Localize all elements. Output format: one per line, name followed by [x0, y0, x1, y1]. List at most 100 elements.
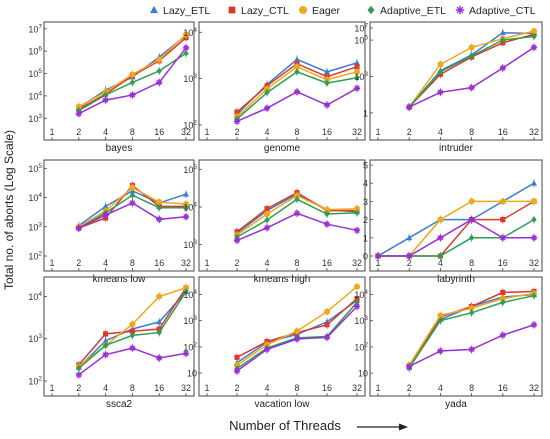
series-line — [378, 218, 534, 257]
y-tick-label: 102 — [28, 376, 42, 387]
subplot-vacation-low: 10 102 103 104 1 2 4 8 16 32 vacation low — [183, 276, 366, 410]
data-point — [468, 198, 475, 205]
y-tick-label: 104 — [183, 27, 197, 38]
data-point — [233, 367, 241, 375]
data-point — [500, 289, 506, 295]
data-point — [264, 89, 270, 96]
data-point — [156, 318, 163, 325]
data-point — [324, 79, 330, 87]
data-point — [102, 211, 109, 219]
data-point — [156, 293, 163, 300]
data-point — [353, 59, 361, 66]
data-point — [156, 329, 162, 336]
series-adaptive-ctl — [233, 209, 361, 245]
data-point — [75, 110, 82, 117]
data-point — [500, 217, 506, 223]
y-tick-label: 102 — [354, 341, 368, 352]
x-tick-label: 32 — [529, 258, 539, 268]
y-tick-label: 106 — [28, 46, 42, 57]
y-tick-label: 103 — [28, 333, 42, 344]
legend-label-lazy-etl: Lazy_ETL — [163, 5, 210, 17]
data-point — [263, 346, 271, 353]
y-tick-label: 107 — [28, 23, 42, 34]
legend-marker-adaptive-etl — [367, 5, 375, 15]
y-tick-label: 10 — [187, 369, 197, 379]
y-tick-label: 104 — [183, 201, 197, 212]
x-tick-label: 1 — [49, 383, 54, 393]
legend-label-lazy-ctl: Lazy_CTL — [241, 5, 289, 17]
series-adaptive-ctl — [233, 302, 361, 376]
data-point — [102, 342, 109, 349]
data-point — [353, 283, 361, 290]
y-tick-label: 102 — [183, 341, 197, 352]
y-tick-label: 102 — [183, 120, 197, 131]
y-tick-label: 104 — [183, 289, 197, 300]
data-point — [437, 317, 444, 324]
x-tick-label: 4 — [103, 383, 108, 393]
data-point — [129, 328, 135, 334]
data-point — [406, 103, 413, 111]
y-tick-label: 1 — [363, 233, 368, 243]
plot-frame — [369, 21, 543, 141]
plot-frame — [198, 276, 366, 397]
y-tick-label: 104 — [354, 289, 368, 300]
y-tick-label: 102 — [28, 251, 42, 262]
data-point — [353, 85, 361, 92]
data-point — [531, 216, 537, 223]
data-point — [500, 36, 506, 44]
series-lazy-etl — [374, 179, 538, 260]
data-point — [182, 213, 190, 220]
data-point — [156, 216, 163, 223]
x-tick-label: 16 — [322, 127, 332, 137]
x-tick-label: 32 — [529, 383, 539, 393]
x-tick-label: 4 — [103, 127, 108, 137]
x-tick-label: 16 — [154, 383, 164, 393]
legend-marker-eager — [299, 6, 307, 14]
legend-item-lazy-etl: Lazy_ETL — [150, 5, 210, 17]
data-point — [183, 50, 189, 57]
plot-frame — [369, 276, 543, 397]
x-tick-label: 1 — [49, 127, 54, 137]
x-tick-label: 8 — [294, 127, 299, 137]
x-tick-label: 4 — [438, 127, 443, 137]
plot-frame — [198, 159, 366, 272]
y-tick-label: 103 — [354, 315, 368, 326]
data-point — [129, 344, 136, 352]
data-point — [323, 334, 331, 341]
data-point — [293, 328, 301, 335]
x-tick-label: 4 — [438, 383, 443, 393]
data-point — [129, 184, 136, 191]
x-tick-label: 4 — [264, 383, 269, 393]
y-tick-label: 103 — [183, 73, 197, 84]
data-point — [437, 234, 444, 241]
series-line — [408, 30, 535, 108]
data-point — [234, 109, 240, 115]
y-tick-label: 104 — [28, 291, 42, 302]
y-tick-label: 104 — [28, 192, 42, 203]
x-tick-label: 4 — [103, 258, 108, 268]
subplot-title: ssca2 — [106, 399, 133, 410]
y-tick-label: 105 — [28, 68, 42, 79]
data-point — [263, 210, 271, 218]
series-adaptive-ctl — [75, 43, 190, 118]
data-point — [499, 331, 506, 339]
data-point — [129, 71, 136, 78]
data-point — [324, 322, 330, 328]
x-tick-label: 32 — [529, 127, 539, 137]
legend: Lazy_ETL Lazy_CTL Eager Adaptive_ETL Adaptiv… — [150, 5, 536, 17]
data-point — [406, 234, 413, 241]
data-point — [156, 56, 163, 63]
data-point — [530, 180, 538, 186]
series-adaptive-etl — [234, 195, 360, 241]
x-tick-label: 4 — [438, 258, 443, 268]
data-point — [530, 44, 538, 51]
subplot-title: vacation low — [254, 399, 310, 410]
data-point — [75, 224, 82, 232]
y-tick-label: 10 — [358, 369, 368, 379]
data-point — [324, 210, 330, 218]
subplot-intruder: 1 103 106 107 1 2 4 8 16 32 intruder — [354, 21, 543, 154]
data-point — [353, 68, 361, 75]
x-tick-label: 32 — [352, 383, 362, 393]
x-tick-label: 16 — [154, 258, 164, 268]
